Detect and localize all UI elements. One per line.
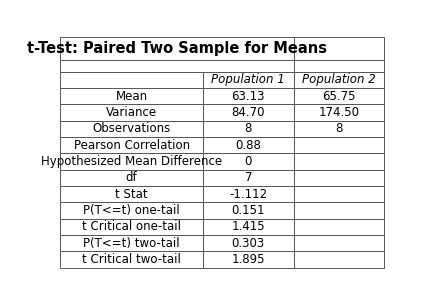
Bar xyxy=(60,60,294,72)
Bar xyxy=(203,153,294,170)
Bar xyxy=(60,153,203,170)
Bar xyxy=(294,235,384,251)
Text: 8: 8 xyxy=(335,122,343,135)
Text: 7: 7 xyxy=(245,171,252,184)
Bar xyxy=(60,235,203,251)
Text: t Critical two-tail: t Critical two-tail xyxy=(82,253,181,266)
Bar xyxy=(203,170,294,186)
Bar xyxy=(60,186,203,202)
Bar xyxy=(294,186,384,202)
Bar xyxy=(203,121,294,137)
Text: Variance: Variance xyxy=(106,106,157,119)
Text: 1.895: 1.895 xyxy=(232,253,265,266)
Bar xyxy=(203,72,294,88)
Bar xyxy=(60,121,203,137)
Bar xyxy=(294,170,384,186)
Bar xyxy=(294,251,384,268)
Text: P(T<=t) two-tail: P(T<=t) two-tail xyxy=(83,237,180,250)
Bar xyxy=(294,153,384,170)
Bar xyxy=(294,137,384,153)
Text: t Critical one-tail: t Critical one-tail xyxy=(82,220,181,233)
Text: 0.88: 0.88 xyxy=(236,139,261,152)
Bar xyxy=(203,219,294,235)
Text: -1.112: -1.112 xyxy=(229,188,267,201)
Text: df: df xyxy=(126,171,137,184)
Text: t-Test: Paired Two Sample for Means: t-Test: Paired Two Sample for Means xyxy=(27,41,327,56)
Text: t Stat: t Stat xyxy=(115,188,148,201)
Bar xyxy=(60,88,203,104)
Bar xyxy=(60,219,203,235)
Text: Pearson Correlation: Pearson Correlation xyxy=(73,139,190,152)
Bar xyxy=(60,251,203,268)
Bar xyxy=(203,251,294,268)
Bar xyxy=(294,202,384,219)
Bar xyxy=(203,88,294,104)
Text: 8: 8 xyxy=(245,122,252,135)
Text: 84.70: 84.70 xyxy=(232,106,265,119)
Bar xyxy=(60,37,294,60)
Bar xyxy=(294,104,384,121)
Bar xyxy=(203,202,294,219)
Bar xyxy=(203,104,294,121)
Bar xyxy=(60,104,203,121)
Bar xyxy=(294,60,384,72)
Text: 63.13: 63.13 xyxy=(232,90,265,103)
Bar xyxy=(60,202,203,219)
Bar xyxy=(294,219,384,235)
Bar xyxy=(203,137,294,153)
Text: P(T<=t) one-tail: P(T<=t) one-tail xyxy=(83,204,180,217)
Bar xyxy=(294,37,384,60)
Text: Population 2: Population 2 xyxy=(302,73,376,86)
Bar xyxy=(294,121,384,137)
Bar xyxy=(203,186,294,202)
Text: 0.151: 0.151 xyxy=(232,204,265,217)
Text: 1.415: 1.415 xyxy=(232,220,265,233)
Bar xyxy=(60,137,203,153)
Text: Hypothesized Mean Difference: Hypothesized Mean Difference xyxy=(41,155,222,168)
Text: 0.303: 0.303 xyxy=(232,237,265,250)
Text: 174.50: 174.50 xyxy=(319,106,360,119)
Bar xyxy=(294,72,384,88)
Text: Observations: Observations xyxy=(93,122,171,135)
Text: 0: 0 xyxy=(245,155,252,168)
Bar xyxy=(60,170,203,186)
Text: 65.75: 65.75 xyxy=(322,90,356,103)
Bar xyxy=(203,235,294,251)
Bar xyxy=(60,72,203,88)
Bar xyxy=(294,88,384,104)
Text: Mean: Mean xyxy=(115,90,148,103)
Text: Population 1: Population 1 xyxy=(211,73,285,86)
